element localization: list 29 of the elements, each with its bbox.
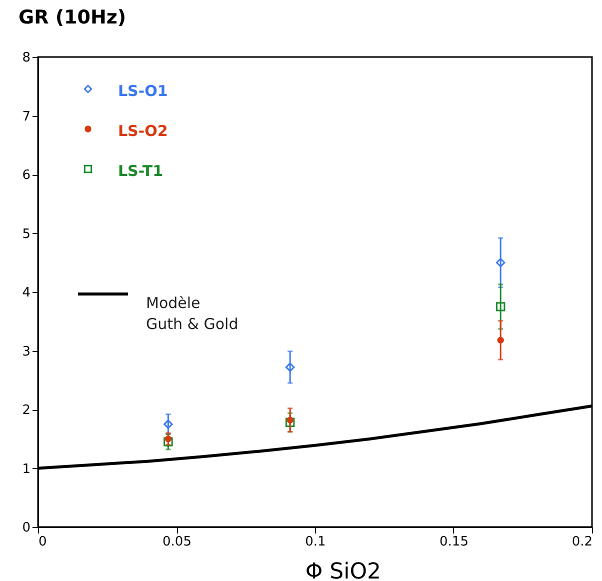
- y-tick-label: 4: [22, 286, 30, 300]
- point: [164, 437, 173, 446]
- legend-label: LS-T1: [118, 162, 164, 180]
- y-tick-label: 8: [22, 50, 30, 66]
- point: [496, 302, 506, 312]
- point: [496, 258, 506, 268]
- y-axis-title: GR (10Hz): [18, 6, 126, 28]
- x-tick-label: 0.05: [162, 534, 192, 550]
- y-tick-label: 5: [22, 226, 30, 242]
- y-tick-label: 7: [22, 109, 30, 124]
- x-tick-label: 0.15: [440, 534, 468, 550]
- y-tick-label: 2: [22, 403, 30, 418]
- point: [497, 336, 504, 344]
- point: [286, 416, 294, 424]
- legend-label: Modèle Guth & Gold: [146, 294, 238, 333]
- x-axis-title: Φ SiO2: [305, 560, 382, 581]
- y-tick-label: 0: [22, 520, 30, 536]
- point: [285, 418, 295, 428]
- x-tick-label: 0.2: [572, 534, 592, 550]
- legend-label: LS-O2: [118, 122, 168, 140]
- point: [164, 420, 173, 429]
- y-tick-label: 6: [22, 168, 30, 183]
- y-tick-label: 3: [22, 344, 30, 360]
- x-tick-label: 0: [38, 534, 47, 550]
- point: [285, 362, 295, 372]
- x-tick-label: 0.1: [305, 534, 326, 550]
- legend-label: LS-O1: [118, 82, 168, 100]
- y-tick-label: 1: [22, 462, 30, 477]
- point: [164, 436, 172, 442]
